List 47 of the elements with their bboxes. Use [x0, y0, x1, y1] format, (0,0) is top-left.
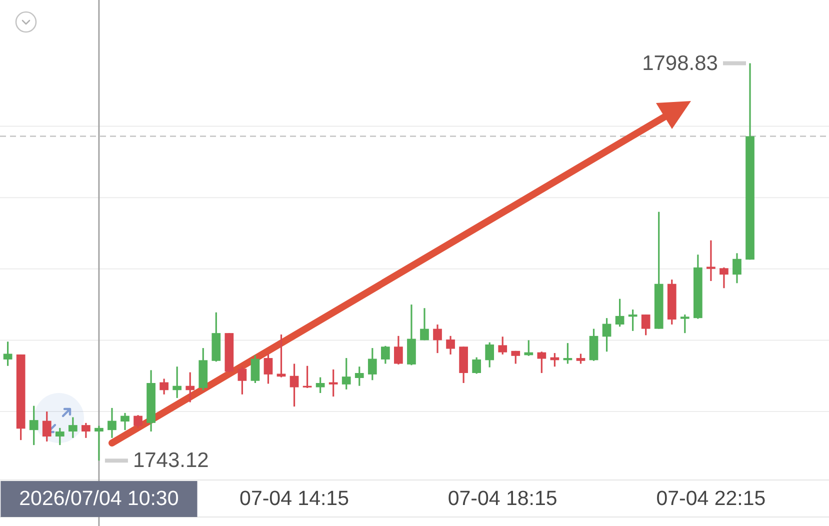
candlestick	[354, 366, 364, 387]
candlestick	[29, 405, 38, 446]
candlestick	[706, 240, 716, 282]
candlestick	[680, 314, 690, 334]
candlestick	[250, 354, 260, 384]
candlestick	[368, 347, 377, 381]
candlestick	[732, 252, 742, 284]
x-tick-label: 07-04 22:15	[656, 487, 766, 510]
candlestick	[55, 427, 64, 446]
annotation: 1743.12	[132, 449, 209, 472]
candlestick	[576, 352, 586, 365]
candlestick	[433, 324, 442, 354]
candlestick	[3, 340, 12, 367]
candlestick	[498, 336, 508, 356]
candlestick	[108, 407, 116, 439]
candlestick	[68, 416, 78, 439]
candlestick	[446, 335, 455, 356]
candlestick	[342, 357, 351, 390]
x-tick-label: 07-04 14:15	[240, 487, 349, 510]
candlestick	[602, 317, 612, 352]
annotation: 1798.83	[642, 52, 718, 75]
candlestick	[615, 298, 624, 328]
candlestick	[160, 378, 168, 396]
candlestick	[264, 352, 273, 385]
candlestick	[94, 424, 104, 462]
candlestick	[720, 266, 728, 289]
candlestick	[172, 366, 182, 399]
candlestick	[641, 314, 650, 336]
candlestick	[42, 410, 52, 442]
candlestick	[537, 350, 546, 374]
candlestick	[472, 356, 481, 375]
candlestick	[290, 362, 299, 408]
candlestick	[186, 372, 195, 404]
candlestick	[134, 414, 142, 429]
candlestick	[380, 345, 390, 365]
candlestick	[485, 342, 494, 368]
candlestick	[238, 366, 247, 396]
candlestick	[420, 307, 429, 342]
candlestick	[328, 368, 338, 398]
candlestick	[394, 335, 403, 366]
candlestick	[511, 350, 520, 365]
candlestick	[82, 422, 90, 439]
candlestick	[276, 334, 286, 378]
x-tick-label: 07-04 18:15	[448, 487, 558, 510]
candlestick	[316, 376, 325, 394]
candlestick	[120, 412, 130, 431]
ref-line-label: 2026/07/04 10:30	[19, 487, 179, 510]
